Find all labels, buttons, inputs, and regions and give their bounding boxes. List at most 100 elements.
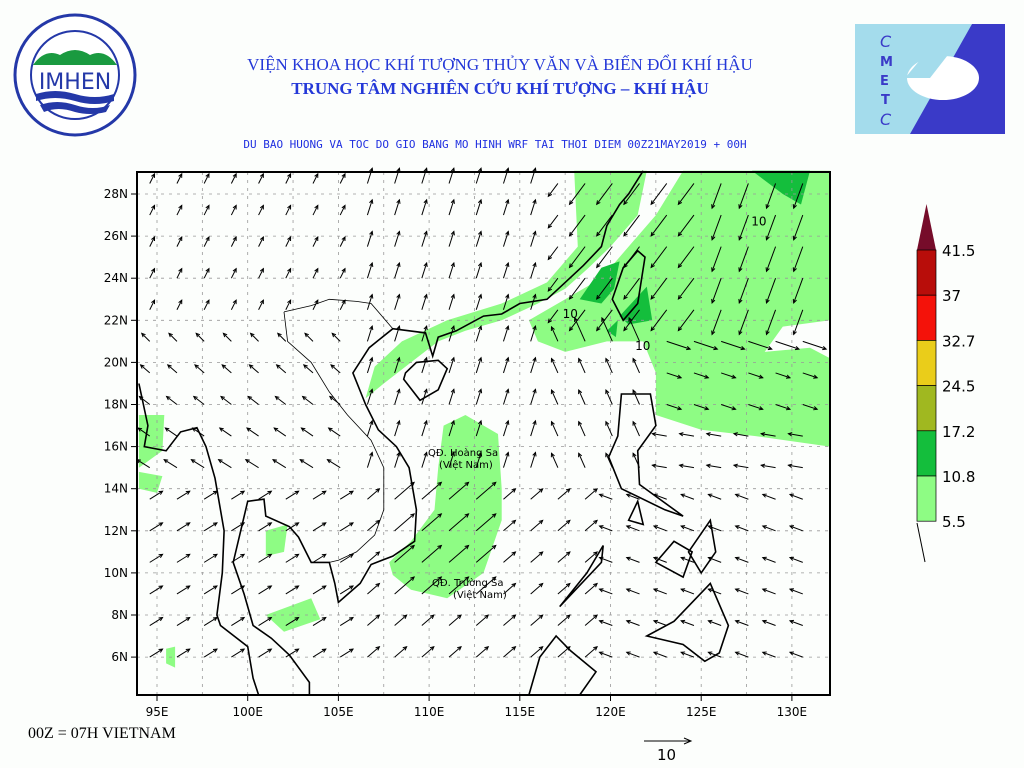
wind-arrow xyxy=(312,172,319,184)
island-coastline xyxy=(402,359,449,402)
wind-arrow xyxy=(547,309,559,324)
wind-arrow xyxy=(366,230,374,247)
wind-arrow xyxy=(550,452,559,468)
wind-arrow xyxy=(557,582,571,595)
wind-arrow xyxy=(596,183,613,206)
wind-arrow xyxy=(678,432,695,437)
wind-arrow xyxy=(327,427,341,437)
wind-arrow xyxy=(557,645,571,658)
lat-tick-label: 24N xyxy=(104,271,128,285)
wind-arrow xyxy=(693,372,710,379)
wind-arrow xyxy=(788,493,803,500)
wind-arrow xyxy=(605,389,613,405)
wind-arrow xyxy=(258,648,273,658)
wind-arrow xyxy=(625,588,640,595)
cmetc-letter: C xyxy=(880,110,892,129)
wind-arrow xyxy=(448,481,470,500)
wind-arrow xyxy=(705,432,722,437)
wind-arrow xyxy=(421,513,443,532)
wind-arrow xyxy=(339,616,354,626)
wind-arrow xyxy=(421,645,435,658)
wind-arrow xyxy=(339,648,354,658)
wind-arrow xyxy=(693,404,710,411)
wind-arrow xyxy=(680,525,695,532)
wind-arrow xyxy=(765,246,777,273)
wind-arrow xyxy=(164,427,178,437)
wind-arrow xyxy=(788,619,803,626)
wind-arrow xyxy=(149,204,156,216)
wind-arrow xyxy=(711,214,722,241)
island-coastline xyxy=(611,249,646,322)
lat-tick-label: 22N xyxy=(104,313,128,327)
wind-arrow xyxy=(632,452,640,468)
wind-arrow xyxy=(176,616,191,626)
wind-arrow xyxy=(258,299,264,310)
wind-arrow xyxy=(475,230,483,247)
wind-arrow xyxy=(300,427,314,437)
wind-arrow xyxy=(788,588,803,595)
wind-arrow xyxy=(448,419,455,437)
wind-arrow xyxy=(601,316,613,342)
institute-title: VIỆN KHOA HỌC KHÍ TƯỢNG THỦY VĂN VÀ BIẾN… xyxy=(247,55,753,74)
wind-arrow xyxy=(203,553,218,563)
wind-arrow xyxy=(680,651,695,658)
wind-arrow xyxy=(475,261,483,279)
wind-arrow xyxy=(530,198,537,216)
wind-arrow xyxy=(367,519,381,532)
wind-arrow xyxy=(652,525,667,532)
wind-arrow xyxy=(475,167,483,184)
wind-arrow xyxy=(802,404,819,411)
wind-arrow xyxy=(765,214,777,241)
wind-arrow xyxy=(448,261,455,279)
wind-arrow xyxy=(244,459,259,469)
wind-arrow xyxy=(258,490,273,500)
wind-arrow xyxy=(217,459,232,469)
legend-level-label: 24.5 xyxy=(942,378,975,396)
legend-level-label: 41.5 xyxy=(942,242,975,260)
wind-arrow xyxy=(366,419,374,437)
wind-arrow xyxy=(331,332,341,342)
contour-label: 10 xyxy=(751,215,766,229)
wind-arrow xyxy=(248,364,259,374)
wind-arrow xyxy=(680,493,695,500)
wind-arrow xyxy=(788,651,803,658)
wind-arrow xyxy=(448,544,470,563)
wind-arrow xyxy=(203,490,218,500)
wind-arrow xyxy=(652,651,667,658)
wind-arrow xyxy=(203,235,210,247)
wind-arrow xyxy=(285,522,300,532)
wind-arrow xyxy=(231,553,246,563)
wind-arrow xyxy=(203,267,210,279)
coastlines xyxy=(138,170,730,696)
wind-arrow xyxy=(502,167,510,184)
wind-arrow xyxy=(530,419,537,437)
wind-arrow xyxy=(652,556,667,563)
wind-arrow xyxy=(394,481,416,500)
wind-arrow xyxy=(149,299,156,310)
wind-arrow xyxy=(312,490,327,500)
wind-arrow xyxy=(568,183,586,206)
wind-map: 10 10 10 QĐ. Hoàng Sa (Việt Nam) QĐ. Trườn… xyxy=(104,167,831,719)
wind-arrow xyxy=(761,556,776,563)
wind-arrow xyxy=(792,183,804,210)
wind-arrow xyxy=(677,277,695,300)
wind-arrow xyxy=(421,293,428,310)
wind-arrow xyxy=(502,388,510,405)
wind-arrow xyxy=(550,357,559,374)
wind-arrow xyxy=(550,420,559,437)
wind-arrow xyxy=(285,490,300,500)
shade-10.8-17.2 xyxy=(606,320,618,338)
wind-arrow xyxy=(367,488,381,500)
wind-arrow xyxy=(192,395,205,405)
lon-tick-label: 105E xyxy=(323,705,354,719)
legend-tail xyxy=(916,522,926,563)
wind-arrow xyxy=(761,619,776,626)
wind-arrow xyxy=(738,309,749,336)
wind-arrow xyxy=(503,582,517,595)
wind-arrow xyxy=(394,513,416,532)
wind-arrow xyxy=(394,325,401,342)
wind-arrow xyxy=(475,645,490,658)
wind-arrow xyxy=(530,293,537,310)
wind-arrow xyxy=(632,357,640,374)
wind-arrow xyxy=(557,519,571,532)
